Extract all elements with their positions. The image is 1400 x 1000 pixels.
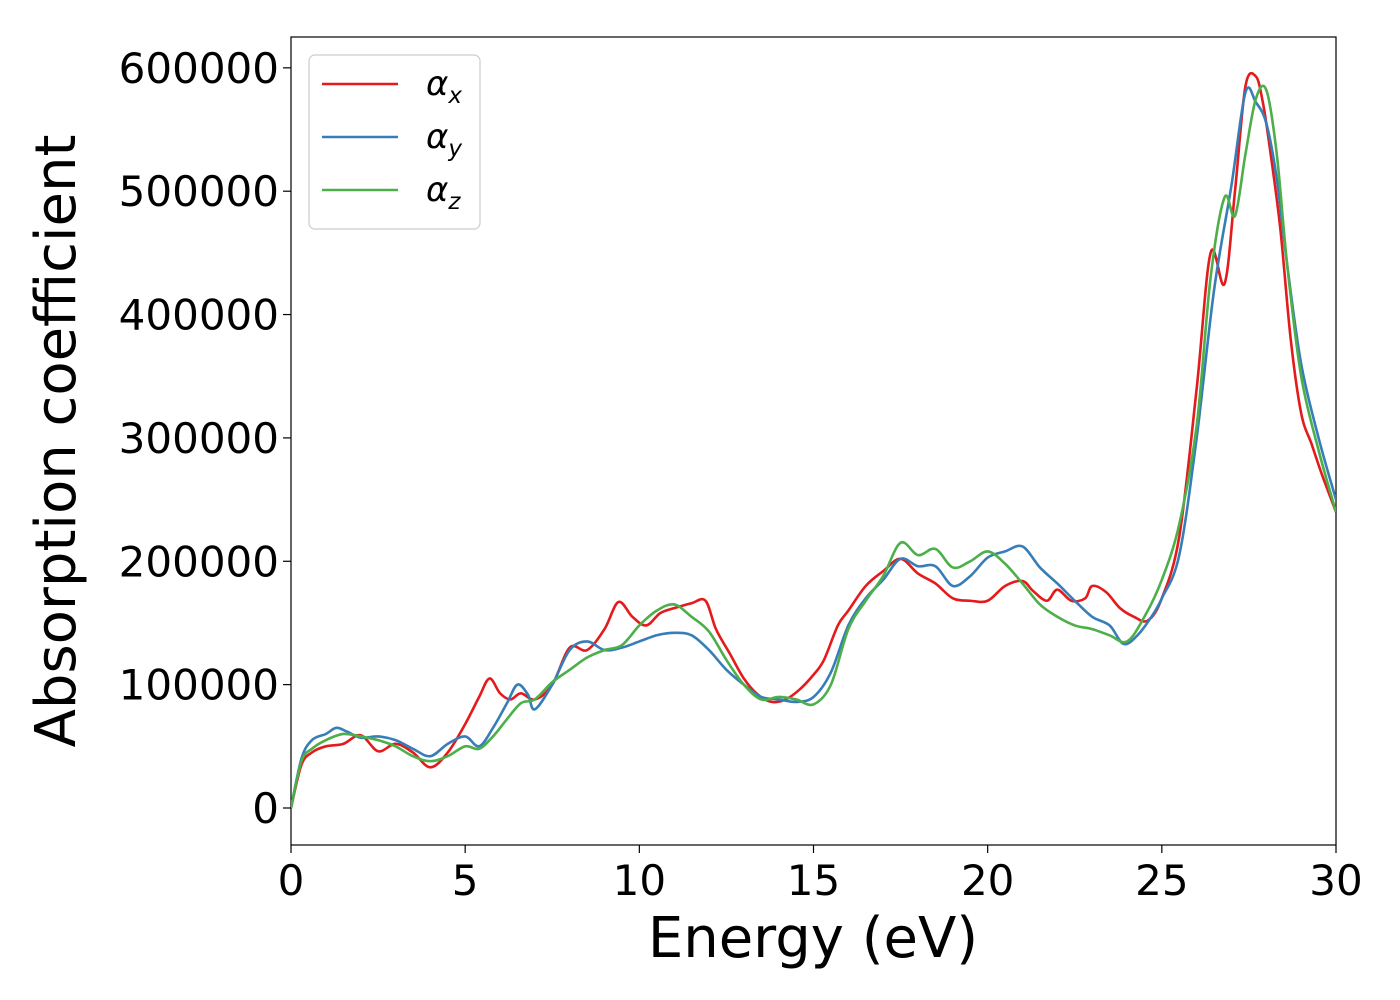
- x-tick-label: 5: [452, 856, 479, 905]
- y-tick-label: 300000: [119, 414, 279, 463]
- x-tick-label: 0: [278, 856, 305, 905]
- series-line-alpha-y: [291, 86, 1336, 809]
- y-axis: 0 100000 200000 300000 400000 500000 600000: [119, 44, 291, 833]
- x-tick-label: 15: [787, 856, 840, 905]
- y-tick-label: 400000: [119, 291, 279, 340]
- legend-label-alpha-y: αy: [426, 117, 462, 162]
- y-tick-label: 600000: [119, 44, 279, 93]
- y-axis-title: Absorption coefficient: [24, 135, 89, 748]
- y-tick-label: 200000: [119, 537, 279, 586]
- legend-label-alpha-z: αz: [426, 170, 461, 215]
- legend: αx αy αz: [308, 54, 481, 230]
- x-axis: 0 5 10 15 20 25 30: [278, 845, 1363, 905]
- x-tick-label: 20: [961, 856, 1014, 905]
- y-tick-label: 0: [252, 784, 279, 833]
- x-tick-label: 10: [613, 856, 666, 905]
- legend-label-alpha-x: αx: [426, 64, 462, 109]
- y-tick-label: 500000: [119, 167, 279, 216]
- x-tick-label: 30: [1309, 856, 1362, 905]
- x-axis-title: Energy (eV): [648, 906, 978, 971]
- legend-box: [308, 54, 481, 230]
- x-tick-label: 25: [1135, 856, 1188, 905]
- plot-series: [291, 71, 1336, 809]
- y-tick-label: 100000: [119, 661, 279, 710]
- series-line-alpha-z: [291, 84, 1336, 809]
